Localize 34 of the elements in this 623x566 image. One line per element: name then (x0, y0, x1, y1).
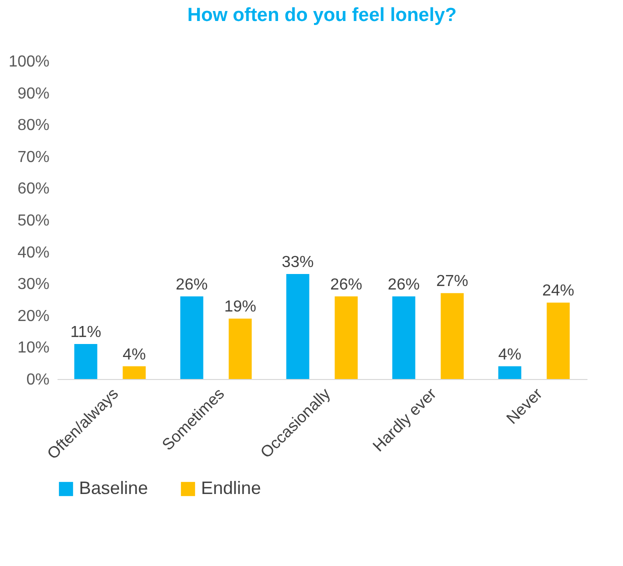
bar (74, 344, 98, 379)
y-tick-label: 20% (17, 308, 50, 325)
y-tick-label: 40% (17, 244, 50, 262)
y-tick-label: 50% (17, 212, 50, 230)
chart-title: How often do you feel lonely? (187, 5, 457, 26)
bar (440, 293, 464, 379)
data-label: 26% (388, 276, 420, 294)
bar (122, 366, 146, 379)
y-tick-label: 100% (8, 54, 50, 70)
data-label: 33% (282, 254, 314, 272)
y-tick-label: 90% (17, 85, 50, 102)
bar (546, 302, 570, 379)
y-tick-label: 0% (26, 372, 50, 388)
bar (334, 296, 358, 379)
data-label: 4% (122, 346, 146, 364)
y-tick-label: 60% (17, 180, 50, 198)
bar (498, 366, 522, 379)
data-label: 26% (330, 276, 362, 294)
bar (392, 296, 416, 379)
y-tick-label: 30% (17, 276, 50, 294)
data-label: 19% (224, 298, 256, 316)
legend-label: Baseline (79, 478, 148, 498)
data-label: 24% (542, 282, 574, 300)
legend-label: Endline (201, 478, 262, 498)
bar (228, 318, 252, 379)
y-tick-label: 80% (17, 117, 50, 134)
data-label: 27% (436, 273, 468, 290)
bar (286, 274, 310, 379)
data-label: 26% (176, 276, 208, 294)
y-tick-label: 10% (17, 340, 50, 357)
data-label: 11% (70, 324, 102, 342)
y-tick-label: 70% (17, 148, 50, 166)
data-label: 4% (498, 346, 522, 364)
bar (180, 296, 204, 379)
